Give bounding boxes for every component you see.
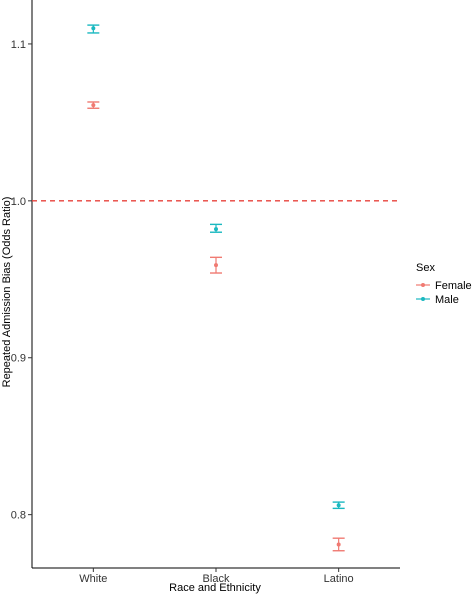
legend-title: Sex bbox=[416, 262, 435, 274]
legend-key-point bbox=[421, 297, 425, 301]
error-bar-point bbox=[87, 101, 100, 109]
legend-label: Female bbox=[435, 280, 472, 292]
plot-area bbox=[31, 0, 400, 569]
legend: Sex Female Male bbox=[416, 262, 472, 306]
y-axis: 0.8 0.9 1.0 1.1 bbox=[11, 39, 32, 522]
legend-item: Male bbox=[416, 294, 459, 306]
error-bar-point bbox=[87, 24, 100, 34]
error-bar-point bbox=[210, 256, 222, 274]
data-point bbox=[91, 26, 96, 31]
y-tick-label: 0.8 bbox=[11, 510, 26, 522]
data-marks bbox=[87, 24, 345, 552]
data-point bbox=[336, 503, 341, 508]
error-bar-point bbox=[332, 537, 345, 552]
x-axis: White Black Latino bbox=[79, 568, 354, 585]
error-bar-point bbox=[332, 501, 345, 510]
x-tick-label: Latino bbox=[324, 573, 354, 585]
x-tick-label: Black bbox=[203, 573, 230, 585]
data-point bbox=[91, 103, 96, 108]
y-tick-label: 0.9 bbox=[11, 353, 26, 365]
x-axis-title: Race and Ethnicity bbox=[169, 582, 261, 594]
y-axis-title: Repeated Admission Bias (Odds Ratio) bbox=[1, 197, 13, 388]
legend-label: Male bbox=[435, 294, 459, 306]
data-point bbox=[214, 263, 218, 268]
x-tick-label: White bbox=[79, 573, 107, 585]
legend-key-point bbox=[421, 283, 425, 287]
data-point bbox=[214, 227, 218, 232]
legend-item: Female bbox=[416, 280, 472, 292]
error-bar-point bbox=[210, 223, 222, 233]
y-tick-label: 1.0 bbox=[11, 196, 26, 208]
y-tick-label: 1.1 bbox=[11, 39, 26, 51]
data-point bbox=[336, 542, 341, 547]
